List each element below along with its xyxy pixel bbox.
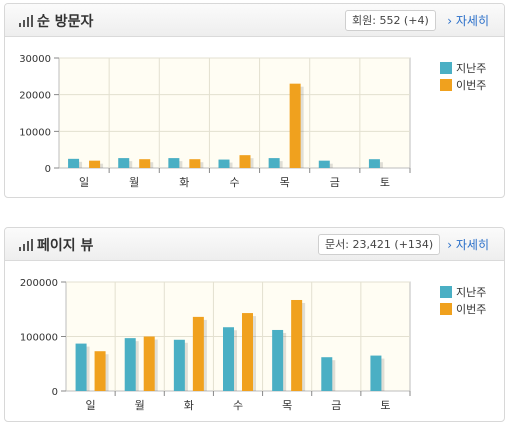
- legend-swatch: [440, 79, 452, 91]
- pageviews-panel: 페이지 뷰 문서: 23,421 (+134) › 자세히 0 100000 200…: [4, 227, 505, 422]
- bar-this-week: [89, 160, 101, 168]
- x-tick-label: 목: [280, 176, 290, 189]
- visitors-panel: 순 방문자 회원: 552 (+4) › 자세히 0 10000 20000 3000…: [4, 3, 505, 198]
- legend-label: 이번주: [456, 79, 486, 92]
- y-tick-label: 0: [52, 387, 58, 398]
- bar-last-week: [118, 158, 130, 168]
- y-tick-label: 10000: [19, 127, 51, 138]
- bar-last-week: [75, 343, 87, 391]
- x-tick-label: 수: [229, 176, 239, 189]
- bar-last-week: [272, 329, 284, 391]
- bar-last-week: [218, 159, 230, 168]
- bar-this-week: [291, 299, 303, 391]
- legend-label: 지난주: [456, 62, 486, 75]
- y-tick-label: 20000: [19, 91, 51, 102]
- bar-last-week: [268, 158, 280, 168]
- document-count-badge: 문서: 23,421 (+134): [318, 234, 441, 255]
- x-tick-label: 금: [331, 399, 341, 412]
- member-count-badge: 회원: 552 (+4): [345, 10, 436, 31]
- bar-this-week: [139, 159, 151, 168]
- bar-last-week: [124, 338, 136, 391]
- x-tick-label: 금: [330, 176, 340, 189]
- visitors-title: 순 방문자: [37, 14, 94, 30]
- legend-label: 이번주: [456, 303, 486, 316]
- x-tick-label: 월: [135, 399, 145, 412]
- bar-last-week: [321, 357, 333, 391]
- bar-last-week: [168, 158, 180, 168]
- x-tick-label: 토: [380, 176, 390, 189]
- bar-this-week: [189, 159, 201, 168]
- x-tick-label: 월: [129, 176, 139, 189]
- x-tick-label: 화: [179, 176, 189, 189]
- y-tick-label: 100000: [20, 333, 58, 344]
- pageviews-title: 페이지 뷰: [37, 238, 94, 254]
- legend-swatch: [440, 62, 452, 74]
- plot-area: [58, 57, 411, 169]
- x-tick-label: 화: [184, 399, 194, 412]
- pageviews-detail-link[interactable]: › 자세히: [447, 238, 489, 252]
- bar-last-week: [223, 327, 234, 391]
- bar-last-week: [173, 339, 185, 391]
- bar-this-week: [94, 351, 106, 391]
- bar-this-week: [143, 336, 155, 391]
- visitors-detail-link[interactable]: › 자세히: [447, 14, 489, 28]
- legend-swatch: [440, 303, 452, 315]
- legend-swatch: [440, 286, 452, 298]
- bar-this-week: [192, 316, 204, 391]
- y-tick-label: 200000: [20, 278, 58, 289]
- x-tick-label: 일: [86, 398, 96, 412]
- bar-this-week: [242, 313, 253, 391]
- visitors-panel-header: 순 방문자 회원: 552 (+4) › 자세히: [5, 4, 504, 37]
- pageviews-panel-header: 페이지 뷰 문서: 23,421 (+134) › 자세히: [5, 228, 504, 261]
- bar-last-week: [68, 158, 80, 168]
- x-tick-label: 수: [233, 399, 243, 412]
- x-tick-label: 토: [380, 399, 390, 412]
- bar-last-week: [318, 160, 330, 168]
- bar-chart-icon: [19, 239, 33, 251]
- bar-this-week: [239, 155, 251, 168]
- x-tick-label: 일: [79, 175, 89, 189]
- y-tick-label: 30000: [19, 54, 51, 65]
- bar-last-week: [370, 355, 382, 391]
- bar-chart-icon: [19, 15, 33, 27]
- x-tick-label: 목: [282, 399, 292, 412]
- y-tick-label: 0: [45, 164, 51, 175]
- legend-label: 지난주: [456, 286, 486, 299]
- bar-this-week: [289, 83, 301, 168]
- bar-last-week: [368, 159, 380, 168]
